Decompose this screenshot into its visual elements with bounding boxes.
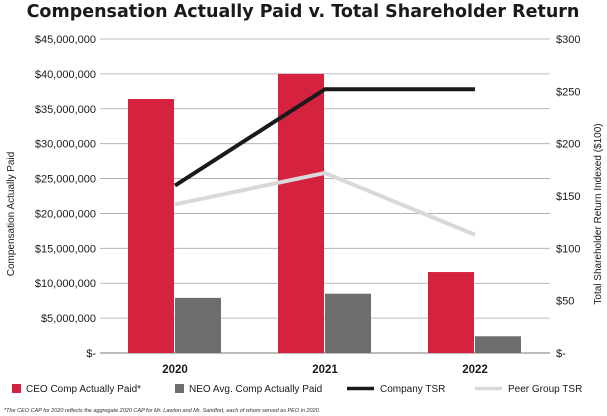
ceo-cap-bar bbox=[278, 73, 324, 353]
left-tick-label: $45,000,000 bbox=[35, 34, 96, 46]
legend-company-tsr-label: Company TSR bbox=[380, 384, 445, 395]
company-tsr-line bbox=[173, 87, 475, 188]
left-tick-label: $30,000,000 bbox=[35, 139, 96, 151]
chart-title: Compensation Actually Paid v. Total Shar… bbox=[27, 2, 580, 22]
right-tick-label: $200 bbox=[556, 139, 580, 151]
left-tick-label: $15,000,000 bbox=[35, 243, 96, 255]
legend-ceo-cap-label: CEO Comp Actually Paid* bbox=[26, 384, 141, 395]
right-tick-label: $50 bbox=[556, 296, 574, 308]
legend-peer-tsr-label: Peer Group TSR bbox=[508, 384, 582, 395]
right-axis-title: Total Shareholder Return Indexed ($100) bbox=[593, 123, 604, 304]
category-labels: 2020 2021 2022 bbox=[162, 364, 488, 376]
neo-cap-bar bbox=[325, 293, 371, 353]
left-tick-label: $40,000,000 bbox=[35, 69, 96, 81]
legend-neo-cap-label: NEO Avg. Comp Actually Paid bbox=[189, 384, 322, 395]
category-label: 2022 bbox=[462, 364, 488, 376]
left-tick-label: $25,000,000 bbox=[35, 174, 96, 186]
footnote: *The CEO CAP for 2020 reflects the aggre… bbox=[4, 408, 320, 414]
line-series bbox=[173, 87, 476, 237]
left-tick-label: $10,000,000 bbox=[35, 278, 96, 290]
left-tick-label: $- bbox=[86, 348, 96, 360]
neo-cap-bar bbox=[175, 297, 221, 353]
left-tick-label: $35,000,000 bbox=[35, 104, 96, 116]
ceo-cap-bar bbox=[128, 99, 174, 354]
right-tick-label: $150 bbox=[556, 191, 580, 203]
legend-ceo-cap-swatch bbox=[12, 384, 21, 393]
left-axis-title: Compensation Actually Paid bbox=[6, 152, 17, 277]
bar-series bbox=[128, 73, 521, 354]
ceo-cap-bar bbox=[428, 272, 474, 353]
legend: CEO Comp Actually Paid* NEO Avg. Comp Act… bbox=[12, 384, 582, 395]
right-tick-label: $300 bbox=[556, 34, 580, 46]
category-label: 2020 bbox=[162, 364, 188, 376]
neo-cap-bar bbox=[475, 336, 521, 353]
legend-neo-cap-swatch bbox=[175, 384, 184, 393]
right-tick-label: $250 bbox=[556, 86, 580, 98]
right-tick-label: $100 bbox=[556, 243, 580, 255]
left-tick-label: $20,000,000 bbox=[35, 208, 96, 220]
peer-group-tsr-line bbox=[174, 170, 476, 237]
left-axis-ticks: $- $5,000,000 $10,000,000 $15,000,000 $20,00… bbox=[35, 34, 97, 360]
category-label: 2021 bbox=[312, 364, 338, 376]
right-axis-ticks: $- $50 $100 $150 $200 $250 $300 bbox=[556, 34, 580, 360]
left-tick-label: $5,000,000 bbox=[41, 313, 96, 325]
right-tick-label: $- bbox=[556, 348, 566, 360]
